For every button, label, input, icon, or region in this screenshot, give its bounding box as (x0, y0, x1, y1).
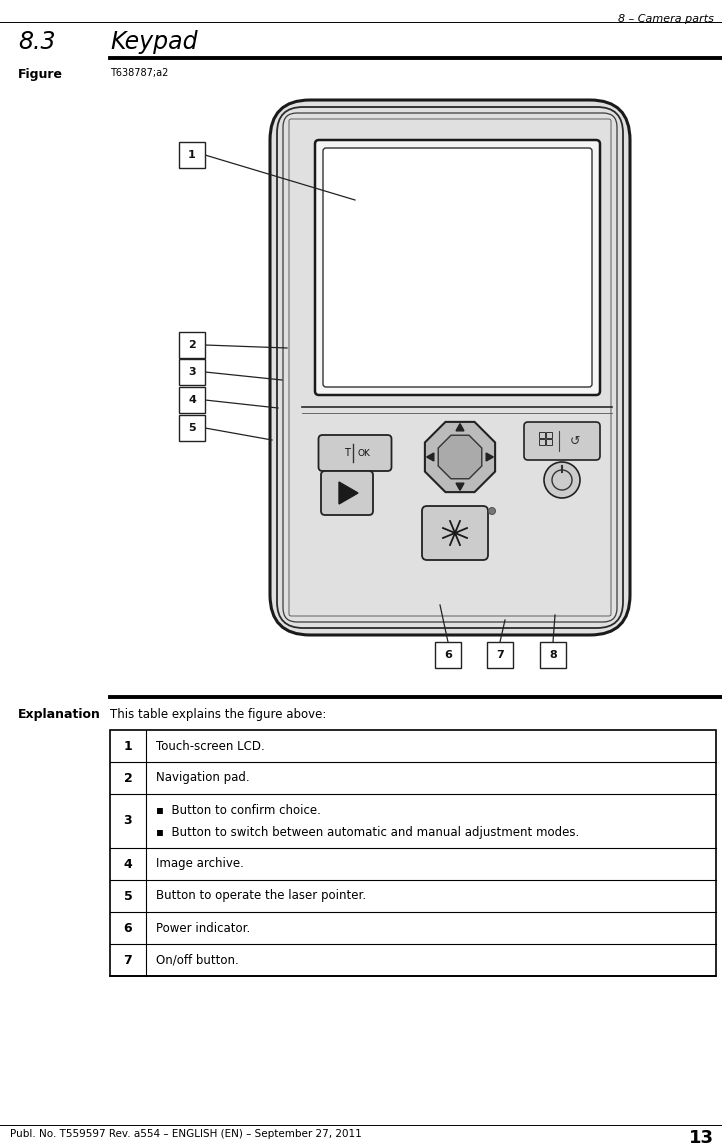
Text: T: T (344, 448, 350, 458)
FancyBboxPatch shape (179, 332, 205, 358)
Text: 8: 8 (549, 650, 557, 660)
Text: 8 – Camera parts: 8 – Camera parts (618, 14, 714, 24)
FancyBboxPatch shape (422, 506, 488, 560)
Text: 7: 7 (496, 650, 504, 660)
Text: 3: 3 (188, 368, 196, 377)
Text: 6: 6 (123, 922, 132, 934)
FancyBboxPatch shape (179, 387, 205, 413)
Bar (539, 432, 544, 437)
Text: 6: 6 (444, 650, 452, 660)
Text: ▪  Button to confirm choice.: ▪ Button to confirm choice. (156, 804, 321, 818)
Text: 7: 7 (123, 954, 132, 966)
Text: 5: 5 (188, 423, 196, 433)
Text: Publ. No. T559597 Rev. a554 – ENGLISH (EN) – September 27, 2011: Publ. No. T559597 Rev. a554 – ENGLISH (E… (10, 1129, 362, 1139)
FancyBboxPatch shape (315, 140, 600, 395)
FancyBboxPatch shape (318, 435, 391, 471)
Polygon shape (438, 435, 482, 479)
Polygon shape (425, 421, 495, 492)
Polygon shape (486, 453, 493, 461)
Circle shape (489, 507, 495, 514)
FancyBboxPatch shape (270, 100, 630, 635)
Text: Power indicator.: Power indicator. (156, 922, 251, 934)
Bar (110, 731, 716, 976)
Text: 2: 2 (123, 772, 132, 784)
FancyBboxPatch shape (524, 423, 600, 460)
Text: Button to operate the laser pointer.: Button to operate the laser pointer. (156, 890, 366, 902)
Text: Touch-screen LCD.: Touch-screen LCD. (156, 740, 265, 752)
Text: 1: 1 (188, 150, 196, 160)
Text: 2: 2 (188, 340, 196, 350)
Bar (546, 439, 552, 444)
Text: 4: 4 (188, 395, 196, 405)
Text: Explanation: Explanation (18, 708, 101, 721)
FancyBboxPatch shape (435, 642, 461, 668)
FancyBboxPatch shape (487, 642, 513, 668)
Polygon shape (339, 482, 358, 504)
Text: On/off button.: On/off button. (156, 954, 239, 966)
Bar (546, 432, 552, 437)
FancyBboxPatch shape (540, 642, 566, 668)
Text: Image archive.: Image archive. (156, 858, 244, 870)
Text: ↺: ↺ (570, 434, 580, 448)
FancyBboxPatch shape (321, 471, 373, 515)
Polygon shape (427, 453, 434, 461)
FancyBboxPatch shape (323, 148, 592, 387)
Text: Navigation pad.: Navigation pad. (156, 772, 250, 784)
Circle shape (544, 461, 580, 498)
Text: 5: 5 (123, 890, 132, 902)
Text: 3: 3 (123, 814, 132, 828)
Bar (539, 439, 544, 444)
Text: T638787;a2: T638787;a2 (110, 68, 168, 78)
Polygon shape (456, 424, 464, 431)
Text: Keypad: Keypad (110, 30, 198, 54)
Text: ▪  Button to switch between automatic and manual adjustment modes.: ▪ Button to switch between automatic and… (156, 826, 579, 839)
FancyBboxPatch shape (179, 414, 205, 441)
Text: 13: 13 (689, 1129, 714, 1145)
FancyBboxPatch shape (179, 360, 205, 385)
Polygon shape (456, 483, 464, 490)
Text: OK: OK (357, 449, 370, 458)
Text: 4: 4 (123, 858, 132, 870)
Text: 1: 1 (123, 740, 132, 752)
FancyBboxPatch shape (179, 142, 205, 168)
Text: 8.3: 8.3 (18, 30, 56, 54)
Text: Figure: Figure (18, 68, 63, 81)
Text: This table explains the figure above:: This table explains the figure above: (110, 708, 326, 721)
